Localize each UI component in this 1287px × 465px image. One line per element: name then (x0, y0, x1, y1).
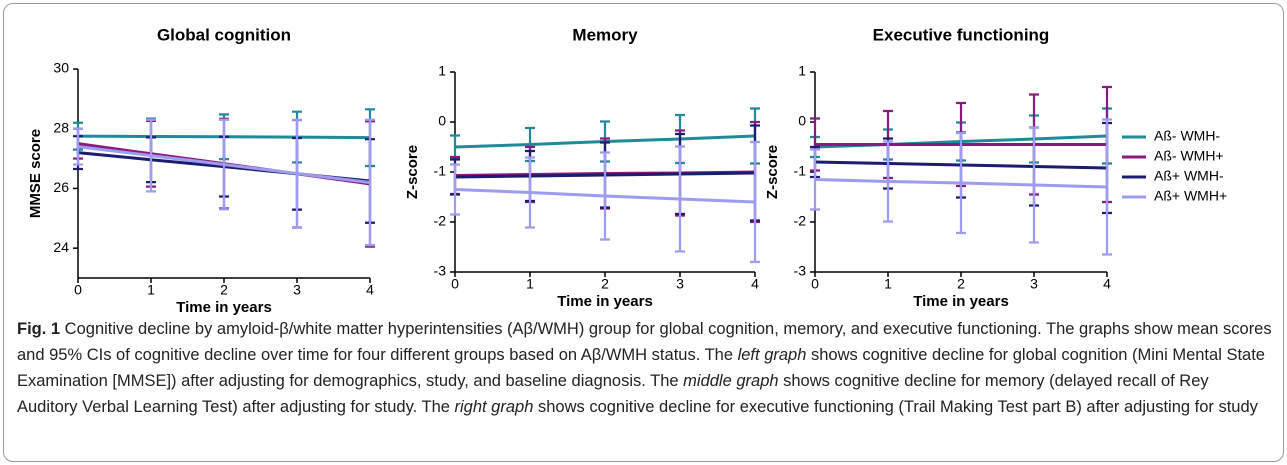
x-tick-label: 3 (1030, 276, 1038, 292)
y-tick-label: -1 (794, 163, 807, 179)
y-axis-label: MMSE score (27, 129, 44, 218)
caption-emphasis: right graph (454, 398, 534, 416)
y-tick-label: 26 (53, 179, 69, 195)
caption-text: shows cognitive decline for executive fu… (533, 398, 1258, 416)
y-tick-label: 24 (53, 239, 69, 255)
series-line (454, 188, 756, 204)
caption: Fig. 1 Cognitive decline by amyloid-β/wh… (17, 316, 1272, 420)
chart-title: Executive functioning (873, 25, 1050, 44)
caption-emphasis: left graph (737, 346, 807, 364)
y-tick-label: -1 (434, 163, 447, 179)
caption-emphasis: middle graph (683, 372, 779, 390)
error-bar (73, 127, 83, 166)
y-tick-label: 1 (798, 63, 806, 79)
caption-text: shows cognitive decline for memory (dela… (17, 372, 1209, 416)
chart-title: Global cognition (157, 25, 291, 44)
y-tick-label: 1 (438, 63, 446, 79)
y-tick-label: 28 (53, 119, 69, 135)
x-axis-label: Time in years (557, 293, 653, 310)
x-axis-label: Time in years (176, 299, 272, 316)
y-tick-label: -3 (434, 263, 447, 279)
y-tick-label: 0 (438, 113, 446, 129)
series-line (814, 178, 1108, 189)
caption-text: shows cognitive decline for global cogni… (17, 346, 1265, 390)
y-tick-label: 0 (798, 113, 806, 129)
y-tick-label: -2 (794, 213, 807, 229)
x-tick-label: 3 (676, 276, 684, 292)
caption-text: Cognitive decline by amyloid-β/white mat… (17, 320, 1272, 364)
x-tick-label: 2 (957, 276, 965, 292)
legend-label: Aß+ WMH+ (1154, 188, 1227, 204)
x-tick-label: 3 (293, 282, 301, 298)
y-tick-label: 30 (53, 60, 69, 76)
x-tick-label: 0 (811, 276, 819, 292)
x-tick-label: 4 (1103, 276, 1111, 292)
x-tick-label: 0 (451, 276, 459, 292)
chart-title: Memory (572, 25, 638, 44)
y-tick-label: -2 (434, 213, 447, 229)
series-line (77, 145, 371, 184)
legend-label: Aß- WMH+ (1154, 148, 1224, 164)
y-tick-label: -3 (794, 263, 807, 279)
caption-label: Fig. 1 (17, 320, 61, 338)
figure-frame (3, 3, 1284, 462)
x-axis-label: Time in years (913, 293, 1009, 310)
y-axis-label: Z-score (764, 145, 781, 199)
x-tick-label: 1 (884, 276, 892, 292)
legend-label: Aß+ WMH- (1154, 168, 1224, 184)
x-tick-label: 2 (220, 282, 228, 298)
y-axis-label: Z-score (404, 145, 421, 199)
x-tick-label: 0 (74, 282, 82, 298)
legend-label: Aß- WMH- (1154, 128, 1220, 144)
x-tick-label: 2 (601, 276, 609, 292)
x-tick-label: 4 (751, 276, 759, 292)
x-tick-label: 4 (366, 282, 374, 298)
x-tick-label: 1 (526, 276, 534, 292)
x-tick-label: 1 (147, 282, 155, 298)
